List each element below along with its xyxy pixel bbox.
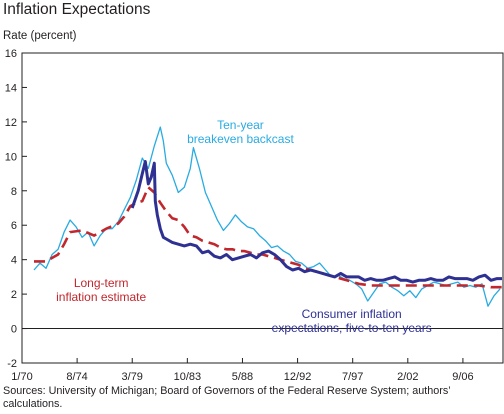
series-line-1 — [33, 126, 501, 307]
series-line-3 — [130, 160, 502, 284]
series-line-2 — [34, 186, 502, 289]
series-annotation-1: Ten-year breakeven backcast — [187, 118, 294, 146]
y-tick-label: 2 — [11, 289, 17, 301]
y-tick-label: 0 — [11, 324, 17, 336]
annotation-layer: Ten-year breakeven backcast Long-term infla… — [56, 118, 432, 335]
y-axis-ticks: -2 0 2 4 6 8 10 12 14 16 — [5, 48, 27, 370]
chart-title: Inflation Expectations — [3, 1, 151, 18]
x-tick-label: 8/74 — [66, 371, 87, 383]
y-tick-label: 14 — [5, 82, 17, 94]
x-axis-ticks: 1/70 8/74 3/79 10/83 5/88 12/92 7/97 2/02 9/06 — [11, 358, 474, 383]
sources-note: Sources: University of Michigan; Board o… — [3, 385, 451, 410]
series-annotation-3: Consumer inflation expectations, five-to-… — [272, 307, 432, 335]
y-tick-label: 6 — [11, 220, 17, 232]
y-axis-label: Rate (percent) — [3, 30, 77, 42]
x-tick-label: 10/83 — [174, 371, 202, 383]
x-tick-label: 1/70 — [11, 371, 32, 383]
y-tick-label: 12 — [5, 117, 17, 129]
y-tick-label: 10 — [5, 151, 17, 163]
y-tick-label: -2 — [7, 358, 17, 370]
x-tick-label: 2/02 — [397, 371, 418, 383]
series-layer — [33, 126, 502, 307]
y-tick-label: 16 — [5, 48, 17, 60]
y-tick-label: 8 — [11, 186, 17, 198]
series-annotation-2: Long-term inflation estimate — [56, 276, 146, 304]
x-tick-label: 5/88 — [232, 371, 253, 383]
x-tick-label: 12/92 — [284, 371, 312, 383]
plot-frame — [21, 52, 504, 364]
x-tick-label: 7/97 — [342, 371, 363, 383]
y-tick-label: 4 — [11, 255, 17, 267]
x-tick-label: 3/79 — [122, 371, 143, 383]
x-tick-label: 9/06 — [452, 371, 473, 383]
